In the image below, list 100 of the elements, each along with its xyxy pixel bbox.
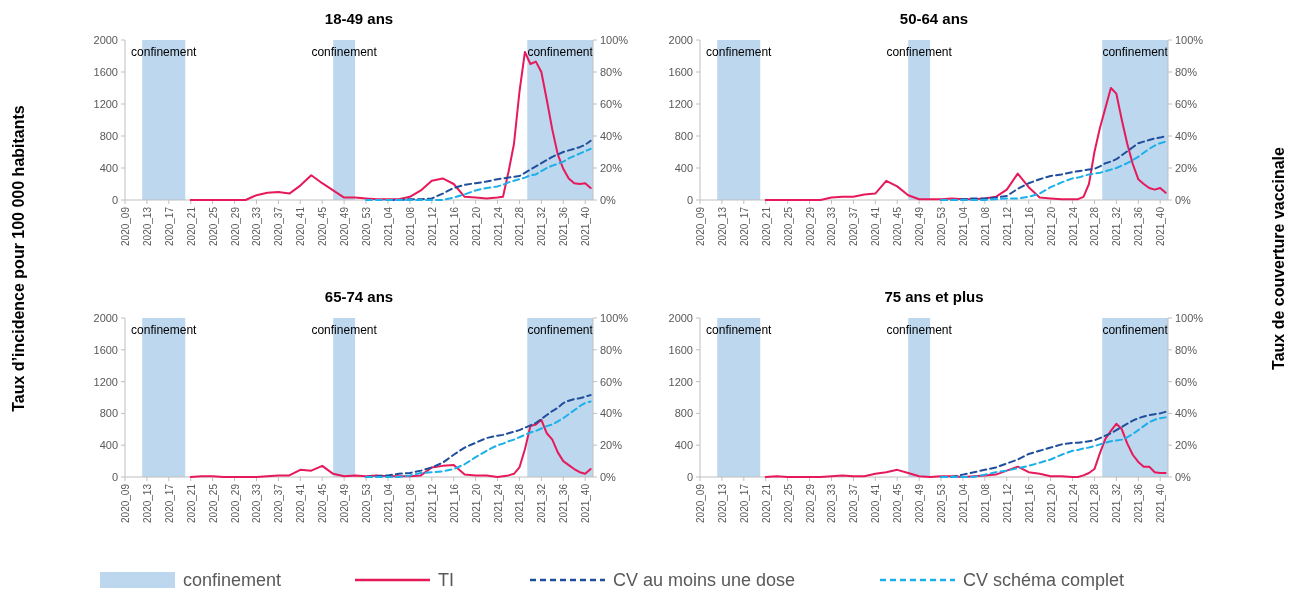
y2-tick-label: 80% xyxy=(600,343,623,356)
band-label: confinement xyxy=(311,45,378,59)
y2-tick-label: 0% xyxy=(600,471,617,483)
x-tick-label: 2020_17 xyxy=(738,483,750,523)
y2-tick-label: 0% xyxy=(1175,471,1192,483)
band-label: confinement xyxy=(706,45,773,59)
x-tick-label: 2020_29 xyxy=(804,483,816,523)
band-label: confinement xyxy=(131,45,198,59)
band-label: confinement xyxy=(886,45,953,59)
x-tick-label: 2021_40 xyxy=(580,206,592,246)
x-tick-label: 2020_17 xyxy=(163,206,175,246)
y2-tick-label: 40% xyxy=(1175,130,1198,142)
x-tick-label: 2021_08 xyxy=(979,483,991,523)
x-tick-label: 2021_24 xyxy=(492,206,504,246)
x-tick-label: 2020_25 xyxy=(207,483,219,523)
x-tick-label: 2020_49 xyxy=(914,206,926,246)
x-tick-label: 2020_25 xyxy=(782,483,794,523)
y-tick-label: 0 xyxy=(686,194,693,206)
y2-tick-label: 40% xyxy=(600,130,623,142)
x-tick-label: 2021_32 xyxy=(536,206,548,246)
y2-tick-label: 40% xyxy=(1175,407,1198,420)
x-tick-label: 2020_33 xyxy=(251,206,263,246)
y2-tick-label: 60% xyxy=(600,98,623,110)
y-tick-label: 1600 xyxy=(668,343,693,356)
x-tick-label: 2021_36 xyxy=(558,483,570,523)
x-tick-label: 2021_36 xyxy=(1133,483,1145,523)
x-tick-label: 2020_41 xyxy=(870,206,882,246)
x-tick-label: 2021_40 xyxy=(1155,206,1167,246)
y-tick-label: 400 xyxy=(674,162,693,174)
y2-tick-label: 40% xyxy=(600,407,623,420)
x-tick-label: 2020_33 xyxy=(826,483,838,523)
x-tick-label: 2021_12 xyxy=(426,206,438,246)
x-tick-label: 2021_12 xyxy=(1001,483,1013,523)
x-tick-label: 2020_25 xyxy=(782,206,794,246)
x-tick-label: 2020_29 xyxy=(229,483,241,523)
band-label: confinement xyxy=(131,323,198,337)
band-label: confinement xyxy=(311,323,378,337)
y-tick-label: 800 xyxy=(99,130,118,142)
y2-tick-label: 0% xyxy=(600,194,617,206)
y-tick-label: 0 xyxy=(111,471,118,483)
x-tick-label: 2020_29 xyxy=(804,206,816,246)
x-tick-label: 2020_21 xyxy=(760,206,772,246)
x-tick-label: 2020_41 xyxy=(870,483,882,523)
y-tick-label: 400 xyxy=(99,439,118,452)
x-tick-label: 2020_33 xyxy=(251,483,263,523)
x-tick-label: 2021_36 xyxy=(558,206,570,246)
text: confinement xyxy=(183,570,282,590)
band-label: confinement xyxy=(1102,45,1169,59)
y2-tick-label: 20% xyxy=(600,162,623,174)
y2-tick-label: 20% xyxy=(600,439,623,452)
x-tick-label: 2021_24 xyxy=(492,483,504,523)
x-tick-label: 2021_12 xyxy=(1001,206,1013,246)
y-tick-label: 400 xyxy=(674,439,693,452)
x-tick-label: 2020_21 xyxy=(185,483,197,523)
y-tick-label: 1200 xyxy=(668,98,693,110)
x-tick-label: 2021_16 xyxy=(1023,206,1035,246)
x-tick-label: 2020_49 xyxy=(914,483,926,523)
x-tick-label: 2020_41 xyxy=(295,483,307,523)
y2-tick-label: 80% xyxy=(600,66,623,78)
band-label: confinement xyxy=(1102,323,1169,337)
x-tick-label: 2021_32 xyxy=(1111,483,1123,523)
x-tick-label: 2020_13 xyxy=(716,483,728,523)
x-tick-label: 2020_37 xyxy=(273,483,285,523)
x-tick-label: 2020_49 xyxy=(339,206,351,246)
y-tick-label: 0 xyxy=(111,194,118,206)
x-tick-label: 2020_13 xyxy=(716,206,728,246)
x-tick-label: 2020_37 xyxy=(273,206,285,246)
x-tick-label: 2020_29 xyxy=(229,206,241,246)
x-tick-label: 2021_28 xyxy=(514,206,526,246)
y2-tick-label: 100% xyxy=(600,312,629,324)
x-tick-label: 2021_08 xyxy=(404,206,416,246)
x-tick-label: 2021_24 xyxy=(1067,483,1079,523)
x-tick-label: 2020_45 xyxy=(317,483,329,523)
x-tick-label: 2020_37 xyxy=(848,206,860,246)
line-series xyxy=(365,147,592,201)
x-tick-label: 2020_09 xyxy=(695,483,706,523)
x-tick-label: 2020_53 xyxy=(361,483,373,523)
x-tick-label: 2021_20 xyxy=(470,206,482,246)
x-tick-label: 2021_16 xyxy=(1023,483,1035,523)
chart-title: 65-74 ans xyxy=(324,288,394,305)
x-tick-label: 2020_45 xyxy=(317,206,329,246)
x-tick-label: 2021_16 xyxy=(448,483,460,523)
band-label: confinement xyxy=(886,323,953,337)
y-tick-label: 2000 xyxy=(93,34,118,46)
x-tick-label: 2021_40 xyxy=(1155,483,1167,523)
y2-axis-title: Taux de couverture vaccinale xyxy=(1270,146,1287,370)
x-tick-label: 2021_04 xyxy=(957,483,969,523)
band-label: confinement xyxy=(527,45,594,59)
x-tick-label: 2021_12 xyxy=(426,483,438,523)
x-tick-label: 2021_28 xyxy=(1089,483,1101,523)
y-tick-label: 2000 xyxy=(668,34,693,46)
x-tick-label: 2021_40 xyxy=(580,483,592,523)
x-tick-label: 2021_08 xyxy=(979,206,991,246)
y-tick-label: 2000 xyxy=(668,312,693,324)
x-tick-label: 2020_53 xyxy=(936,206,948,246)
x-tick-label: 2021_04 xyxy=(382,206,394,246)
y-tick-label: 1200 xyxy=(93,375,118,388)
x-tick-label: 2020_09 xyxy=(695,206,706,246)
y-tick-label: 800 xyxy=(674,407,693,420)
x-tick-label: 2021_36 xyxy=(1133,206,1145,246)
